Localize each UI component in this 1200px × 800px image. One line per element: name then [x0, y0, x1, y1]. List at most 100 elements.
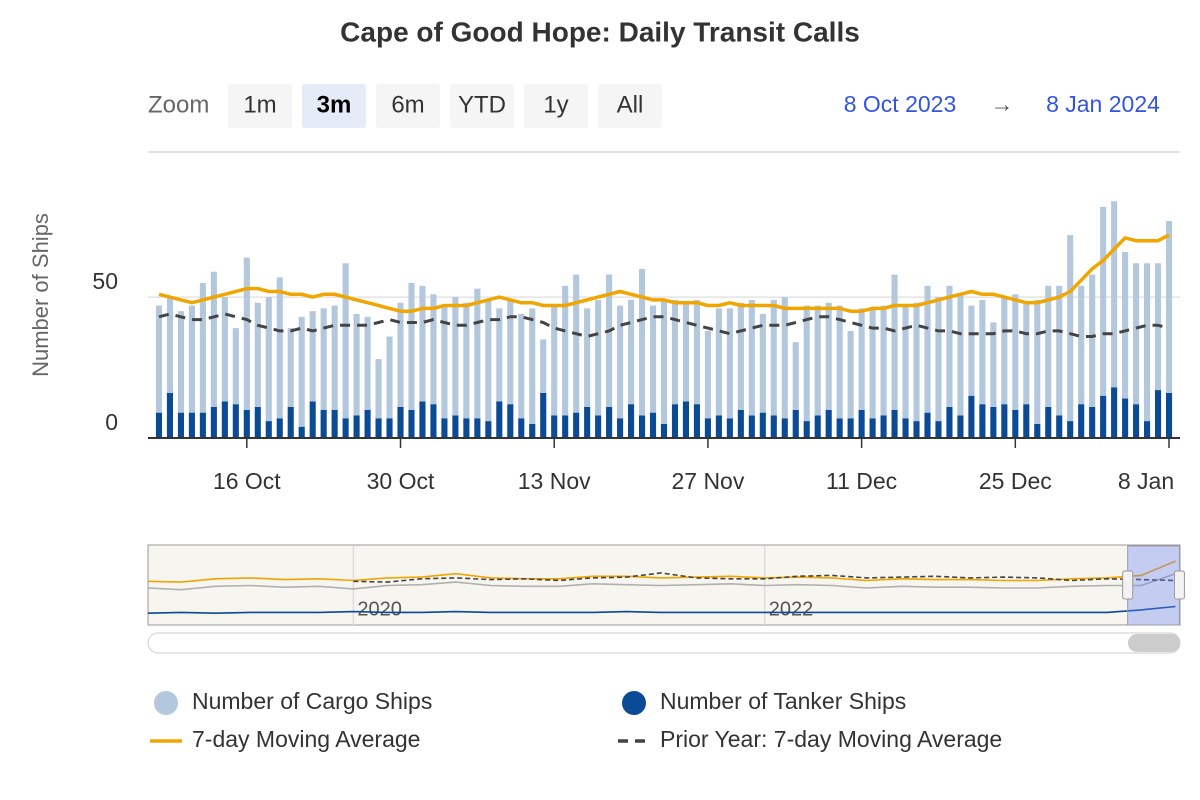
bar — [287, 407, 294, 438]
bar — [276, 418, 283, 438]
bar — [474, 418, 481, 438]
bar — [166, 392, 174, 438]
zoom-button[interactable] — [302, 84, 366, 128]
bar — [408, 409, 415, 438]
zoom-button-label[interactable]: YTD — [458, 91, 506, 118]
bar — [781, 418, 788, 438]
x-tick-label: 13 Nov — [518, 468, 591, 494]
zoom-button-label[interactable]: 1m — [243, 91, 276, 118]
bar — [902, 305, 909, 419]
navigator-tick-label: 2022 — [769, 598, 814, 620]
bar — [1078, 285, 1085, 405]
bar — [628, 299, 635, 405]
x-tick-label: 8 Jan — [1118, 468, 1174, 494]
legend-label[interactable]: 7-day Moving Average — [192, 726, 420, 752]
bar — [814, 305, 821, 416]
bar — [781, 297, 788, 419]
legend-symbol[interactable] — [154, 691, 178, 715]
y-tick-label: 0 — [105, 409, 118, 435]
bar — [858, 308, 865, 410]
bar — [726, 308, 733, 419]
bar — [276, 277, 283, 419]
bar — [1133, 263, 1140, 405]
bar — [628, 404, 635, 438]
bar — [551, 415, 558, 438]
bar — [419, 401, 426, 438]
bar — [1056, 415, 1063, 438]
bar — [463, 302, 470, 419]
bar — [704, 418, 711, 438]
navigator-handle[interactable] — [1173, 570, 1185, 600]
bar — [825, 409, 832, 438]
bar — [1001, 404, 1008, 438]
scrollbar-thumb[interactable] — [1128, 634, 1180, 652]
bar — [573, 274, 580, 413]
bar — [935, 297, 942, 422]
scrollbar-track[interactable] — [147, 632, 1181, 654]
series-line — [147, 572, 1176, 591]
bar — [463, 418, 470, 438]
bar — [1067, 235, 1074, 422]
y-axis-title: Number of Ships — [28, 213, 53, 377]
bar — [232, 328, 239, 405]
bar — [584, 407, 591, 438]
bar — [1034, 299, 1041, 424]
legend-label[interactable]: Number of Cargo Ships — [192, 688, 432, 714]
bar — [485, 421, 492, 438]
range-from[interactable]: 8 Oct 2023 — [844, 91, 957, 117]
zoom-button[interactable] — [524, 84, 588, 128]
bar — [748, 299, 755, 416]
navigator-tick-label: 2020 — [357, 598, 402, 620]
zoom-button-label[interactable]: 6m — [391, 91, 424, 118]
bar — [1111, 201, 1118, 388]
bar — [430, 294, 437, 405]
zoom-button[interactable] — [228, 84, 292, 128]
bar — [309, 311, 316, 402]
bar — [595, 299, 602, 416]
bar — [441, 418, 448, 438]
zoom-button[interactable] — [450, 84, 514, 128]
bar — [562, 285, 569, 416]
bar — [1023, 302, 1030, 405]
bar — [606, 274, 613, 407]
legend-label[interactable]: Prior Year: 7-day Moving Average — [660, 726, 1002, 752]
bar — [584, 308, 591, 407]
bar — [902, 418, 909, 438]
bar — [485, 299, 492, 422]
bar — [891, 409, 898, 438]
zoom-button[interactable] — [598, 84, 662, 128]
bar — [309, 401, 316, 438]
bar — [891, 274, 898, 410]
legend-symbol[interactable] — [622, 691, 646, 715]
bar — [869, 418, 876, 438]
bar — [990, 407, 997, 438]
range-arrow: → — [991, 91, 1014, 117]
zoom-button-label[interactable]: 3m — [317, 91, 352, 118]
bar — [386, 336, 393, 419]
zoom-button[interactable] — [376, 84, 440, 128]
series-line — [158, 233, 1170, 313]
bar — [496, 308, 503, 402]
bar — [430, 404, 437, 438]
zoom-button-label[interactable]: All — [617, 91, 644, 118]
bar — [1045, 285, 1052, 407]
bar — [166, 297, 174, 393]
bar — [979, 299, 986, 405]
bar — [1045, 407, 1052, 438]
bar — [210, 271, 217, 407]
navigator-handle[interactable] — [1122, 570, 1134, 600]
bar — [452, 297, 459, 416]
bar — [693, 299, 700, 405]
zoom-button-label[interactable]: 1y — [543, 91, 568, 118]
navigator-window[interactable] — [1127, 545, 1180, 626]
bar — [496, 401, 503, 438]
bar — [682, 302, 690, 402]
bar — [177, 412, 184, 438]
bar — [1165, 392, 1173, 438]
range-to[interactable]: 8 Jan 2024 — [1046, 91, 1160, 117]
bar — [529, 423, 536, 438]
legend-label[interactable]: Number of Tanker Ships — [660, 688, 906, 714]
x-tick-label: 11 Dec — [826, 468, 897, 494]
bar — [221, 401, 228, 438]
bar — [649, 412, 657, 438]
